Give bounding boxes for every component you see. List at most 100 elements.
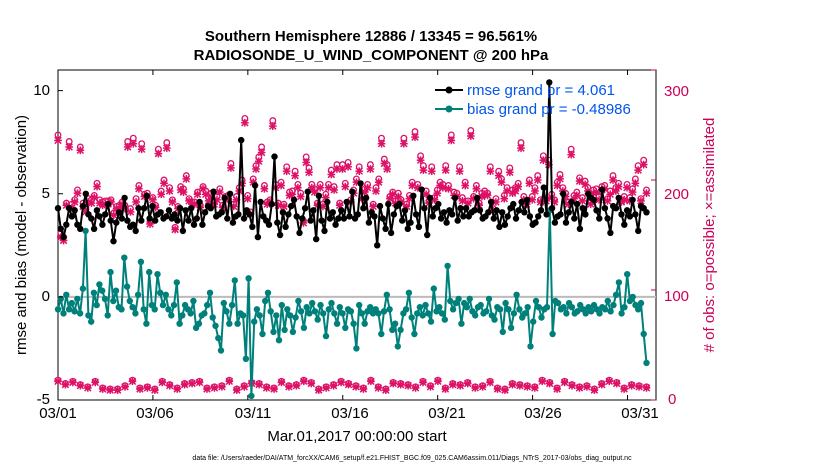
- rmse-point: [115, 209, 123, 216]
- xtick-label-0326: 03/26: [524, 405, 562, 422]
- obs-assimilated-high: [193, 190, 202, 199]
- rmse-point: [143, 192, 150, 199]
- obs-assimilated-high: [135, 184, 143, 193]
- rmse-point: [443, 219, 450, 226]
- obs-assimilated-low: [69, 378, 77, 387]
- obs-assimilated-low: [523, 382, 532, 391]
- obs-assimilated-high: [441, 166, 450, 174]
- bias-point: [121, 254, 128, 261]
- bias-point: [339, 310, 346, 317]
- obs-assimilated-high: [400, 139, 408, 148]
- obs-assimilated-low: [568, 381, 576, 390]
- bias-point: [248, 392, 255, 400]
- bias-point: [96, 281, 103, 288]
- xtick-label-0311: 03/11: [235, 405, 271, 422]
- rmse-point: [240, 215, 248, 222]
- xtick-label-0316: 03/16: [331, 405, 369, 422]
- rmse-point: [296, 229, 303, 237]
- bias-point: [281, 326, 288, 334]
- obs-assimilated-low: [76, 381, 85, 390]
- rmse-point: [407, 219, 414, 226]
- bias-point: [215, 334, 222, 342]
- chart-title: Southern Hemisphere 12886 / 13345 = 96.5…: [205, 28, 537, 45]
- obs-assimilated-low: [404, 381, 412, 390]
- rmse-point: [496, 223, 503, 230]
- rmse-point: [88, 215, 95, 222]
- rmse-point: [385, 200, 392, 208]
- xtick-label-0306: 03/06: [136, 405, 174, 422]
- bias-point: [331, 310, 338, 317]
- rmse-point: [157, 209, 164, 216]
- bias-point: [333, 320, 341, 327]
- obs-assimilated-high: [531, 187, 539, 195]
- bias-point: [449, 306, 457, 313]
- obs-assimilated-low: [106, 386, 114, 394]
- obs-assimilated-high: [316, 183, 325, 192]
- x-axis-title: Mar.01,2017 00:00:00 start: [267, 428, 447, 445]
- obs-assimilated-high: [241, 118, 249, 127]
- obs-assimilated-low: [128, 377, 137, 386]
- bias-point: [607, 308, 614, 315]
- rmse-point: [301, 205, 309, 212]
- obs-assimilated-high: [444, 184, 453, 193]
- rmse-point: [404, 225, 411, 232]
- obs-assimilated-high: [54, 136, 62, 145]
- obs-assimilated-low: [486, 378, 494, 387]
- obs-assimilated-low: [113, 386, 122, 394]
- bias-point: [527, 343, 534, 350]
- bias-point: [212, 322, 219, 329]
- rmse-point: [174, 217, 181, 224]
- bias-point: [560, 304, 567, 311]
- bias-point: [99, 287, 106, 294]
- bias-point: [416, 304, 424, 311]
- obs-assimilated-high: [182, 175, 191, 183]
- bias-point: [635, 306, 642, 313]
- rmse-point: [318, 217, 325, 224]
- rmse-point: [615, 194, 622, 202]
- obs-assimilated-low: [173, 385, 182, 393]
- bias-point: [286, 312, 294, 319]
- rmse-point: [165, 207, 173, 214]
- rmse-point: [63, 221, 70, 228]
- rmse-point: [121, 194, 128, 202]
- rmse-point: [518, 198, 525, 206]
- obs-assimilated-high: [514, 182, 523, 191]
- bias-point: [414, 310, 421, 317]
- bias-point: [640, 330, 647, 338]
- bias-point: [485, 295, 493, 303]
- bias-point: [159, 301, 167, 309]
- obs-assimilated-low: [441, 385, 450, 393]
- bias-point: [624, 271, 631, 278]
- obs-assimilated-low: [434, 377, 442, 386]
- rmse-point: [171, 211, 178, 218]
- bias-point: [217, 347, 225, 354]
- rmse-point: [579, 205, 586, 212]
- rmse-point: [635, 227, 642, 235]
- bias-point: [621, 304, 628, 311]
- bias-point: [496, 306, 504, 313]
- bias-point: [422, 301, 429, 309]
- obs-assimilated-low: [359, 385, 368, 393]
- rmse-point: [288, 202, 295, 210]
- rmse-point: [207, 205, 214, 212]
- bias-point: [350, 320, 357, 327]
- bias-point: [146, 268, 153, 276]
- obs-assimilated-low: [352, 382, 360, 391]
- obs-assimilated-high: [168, 198, 177, 206]
- rmse-point: [612, 205, 620, 212]
- obs-assimilated-high: [341, 182, 350, 191]
- y-axis-title: rmse and bias (model - observation): [13, 115, 30, 355]
- rmse-point: [451, 194, 459, 202]
- obs-assimilated-high: [383, 165, 391, 173]
- obs-assimilated-high: [148, 195, 157, 204]
- rmse-point: [512, 215, 520, 222]
- obs-assimilated-high: [433, 189, 442, 198]
- obs-assimilated-low: [232, 386, 241, 394]
- bias-point: [311, 308, 319, 315]
- obs-assimilated-high: [157, 190, 166, 199]
- ytick-label-minus5: -5: [37, 391, 50, 408]
- rmse-point: [96, 213, 103, 220]
- rmse-point: [82, 190, 90, 197]
- rmse-point: [315, 192, 323, 199]
- bias-point: [402, 306, 410, 313]
